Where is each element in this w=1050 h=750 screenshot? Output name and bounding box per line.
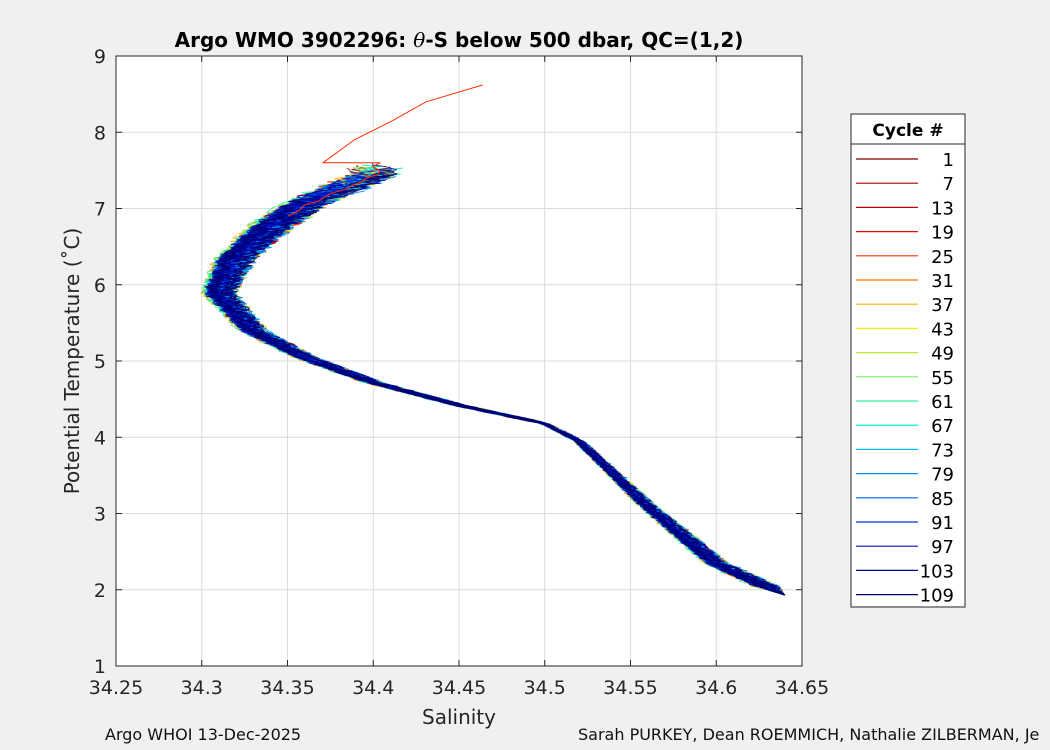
y-tick-label: 9	[94, 46, 106, 68]
legend-entry-label: 55	[931, 368, 954, 389]
legend-entry-label: 79	[931, 465, 954, 486]
legend-entry-label: 49	[931, 344, 954, 365]
x-tick-label: 34.5	[524, 677, 566, 699]
outlier-profile-line	[287, 84, 483, 217]
legend-entry-label: 67	[931, 416, 954, 437]
legend: Cycle # 1 7 13 19 25 31 37 43 49 55 61 67 73 79 85 91 97…	[850, 113, 966, 608]
legend-entry-label: 109	[920, 586, 954, 607]
legend-entry-label: 85	[931, 489, 954, 510]
y-axis-label: Potential Temperature (˚C)	[60, 228, 84, 495]
chart-title: Argo WMO 3902296: θ-S below 500 dbar, QC…	[175, 28, 744, 52]
x-tick-label: 34.4	[352, 677, 394, 699]
legend-box	[850, 113, 966, 608]
legend-entry-label: 91	[931, 513, 954, 534]
x-tick-label: 34.25	[89, 677, 143, 699]
y-tick-label: 7	[94, 199, 106, 221]
y-tick-label: 3	[94, 504, 106, 526]
x-tick-label: 34.6	[695, 677, 737, 699]
x-tick-label: 34.3	[181, 677, 223, 699]
profile-line	[219, 166, 786, 596]
axis-ticks: 34.25 34.3 34.35 34.4 34.45 34.5 34.55 34.6 34.6…	[89, 46, 829, 699]
legend-entry-label: 103	[920, 561, 954, 582]
y-tick-label: 2	[94, 580, 106, 602]
y-tick-label: 5	[94, 351, 106, 373]
y-tick-label: 8	[94, 122, 106, 144]
y-tick-label: 4	[94, 427, 106, 449]
x-axis-label: Salinity	[422, 705, 496, 729]
legend-entry-label: 97	[931, 537, 954, 558]
x-tick-label: 34.45	[432, 677, 486, 699]
profile-line	[207, 205, 786, 596]
legend-entry-label: 1	[943, 150, 954, 171]
legend-entry-label: 7	[943, 174, 954, 195]
legend-entry-label: 31	[931, 271, 954, 292]
y-tick-label: 6	[94, 275, 106, 297]
x-tick-label: 34.65	[775, 677, 829, 699]
legend-entry-label: 25	[931, 247, 954, 268]
legend-entry-label: 13	[931, 198, 954, 219]
legend-entry-label: 61	[931, 392, 954, 413]
footer-right-credit: Sarah PURKEY, Dean ROEMMICH, Nathalie ZI…	[578, 725, 1040, 744]
legend-entry-label: 37	[931, 295, 954, 316]
x-tick-label: 34.55	[603, 677, 657, 699]
legend-entry-label: 73	[931, 440, 954, 461]
legend-items: 1 7 13 19 25 31 37 43 49 55 61 67 73 79 85 91 97 103 109	[856, 150, 954, 607]
y-tick-label: 1	[94, 656, 106, 678]
legend-entry-label: 19	[931, 223, 954, 244]
x-tick-label: 34.35	[260, 677, 314, 699]
legend-title: Cycle #	[872, 121, 943, 141]
footer-left-credit: Argo WHOI 13-Dec-2025	[105, 725, 302, 744]
profile-lines	[200, 84, 786, 596]
legend-entry-label: 43	[931, 319, 954, 340]
